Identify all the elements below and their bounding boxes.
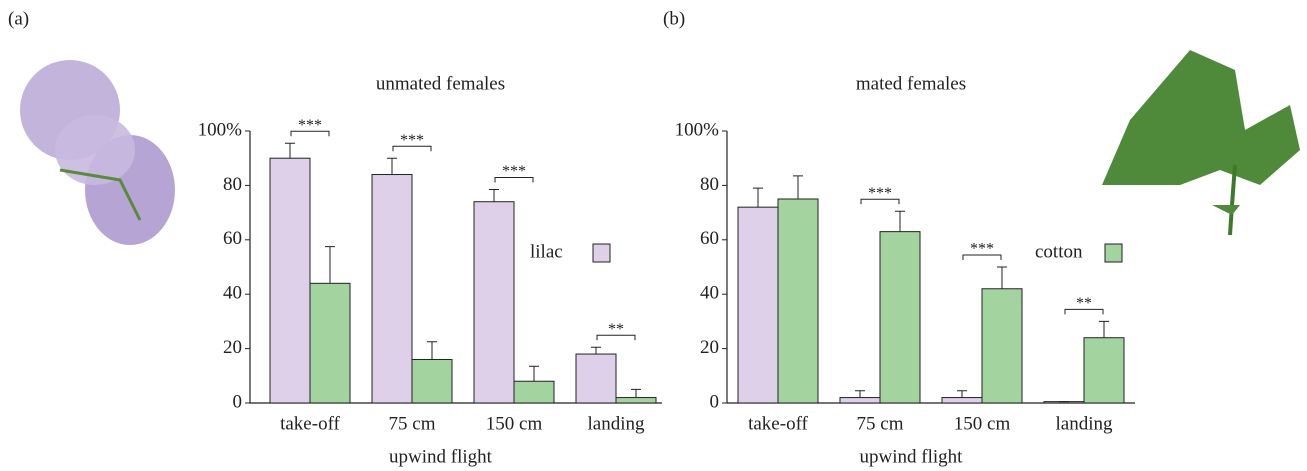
y-tick-label: 60 xyxy=(700,228,719,249)
x-tick-label: take-off xyxy=(748,413,808,434)
bar xyxy=(879,231,921,404)
x-tick-label: 150 cm xyxy=(954,413,1011,434)
x-tick-label: landing xyxy=(588,413,645,434)
legend-label: cotton xyxy=(1035,241,1083,262)
error-bar xyxy=(997,266,1007,289)
error-bar xyxy=(957,390,967,398)
y-tick-label: 80 xyxy=(223,174,242,195)
error-bar xyxy=(489,188,499,202)
error-bar xyxy=(895,210,905,232)
y-tick-label: 20 xyxy=(223,337,242,358)
bar xyxy=(371,174,413,404)
significance-bracket xyxy=(860,198,900,205)
significance-label: *** xyxy=(970,241,994,258)
y-tick-label: 0 xyxy=(710,391,720,412)
chart-title: unmated females xyxy=(376,73,505,94)
significance-bracket xyxy=(494,176,534,183)
bar xyxy=(513,380,555,404)
y-tick-label: 0 xyxy=(233,391,243,412)
significance-bracket xyxy=(596,334,636,341)
bar xyxy=(615,397,657,404)
y-tick-label: 100% xyxy=(675,119,720,140)
x-tick-label: 75 cm xyxy=(857,413,904,434)
lilac-image xyxy=(20,60,175,245)
significance-label: *** xyxy=(298,117,322,134)
x-axis-label: upwind flight xyxy=(389,446,493,467)
x-tick-label: 150 cm xyxy=(486,413,543,434)
error-bar xyxy=(1099,320,1109,338)
legend-label: lilac xyxy=(530,241,563,262)
y-tick-label: 20 xyxy=(700,337,719,358)
significance-bracket xyxy=(392,145,432,152)
bar xyxy=(269,157,311,404)
error-bar xyxy=(753,187,763,208)
x-tick-label: 75 cm xyxy=(389,413,436,434)
significance-label: ** xyxy=(1076,295,1092,312)
error-bar xyxy=(325,246,335,284)
x-tick-label: landing xyxy=(1056,413,1113,434)
bar xyxy=(981,288,1023,404)
significance-bracket xyxy=(962,254,1002,260)
bar xyxy=(309,282,351,404)
bar xyxy=(737,206,779,404)
legend-swatch xyxy=(1104,243,1123,263)
legend-swatch xyxy=(592,243,611,263)
bar xyxy=(575,353,617,404)
chart-title: mated females xyxy=(856,73,966,94)
bar xyxy=(941,397,983,404)
y-tick-label: 80 xyxy=(700,174,719,195)
cotton-leaf-image xyxy=(1102,50,1300,236)
error-bar xyxy=(427,341,437,360)
error-bar xyxy=(591,346,601,355)
error-bar xyxy=(285,142,295,159)
bar xyxy=(777,198,819,404)
error-bar xyxy=(387,157,397,175)
bar xyxy=(473,201,515,404)
y-tick-label: 60 xyxy=(223,228,242,249)
error-bar xyxy=(631,388,641,398)
x-tick-label: take-off xyxy=(280,413,340,434)
error-bar xyxy=(529,365,539,382)
significance-bracket xyxy=(290,130,330,137)
panel-label: (a) xyxy=(8,8,29,29)
bar xyxy=(839,397,881,404)
y-tick-label: 100% xyxy=(198,119,243,140)
error-bar xyxy=(793,175,803,199)
significance-label: *** xyxy=(502,163,526,180)
x-axis-label: upwind flight xyxy=(860,446,964,467)
bar xyxy=(1083,337,1125,404)
significance-label: ** xyxy=(608,321,624,338)
panel-label: (b) xyxy=(663,8,685,29)
significance-label: *** xyxy=(868,185,892,202)
significance-bracket xyxy=(1064,308,1104,315)
bar xyxy=(411,358,453,404)
significance-label: *** xyxy=(400,132,424,149)
y-tick-label: 40 xyxy=(700,283,719,304)
error-bar xyxy=(855,390,865,398)
y-tick-label: 40 xyxy=(223,283,242,304)
